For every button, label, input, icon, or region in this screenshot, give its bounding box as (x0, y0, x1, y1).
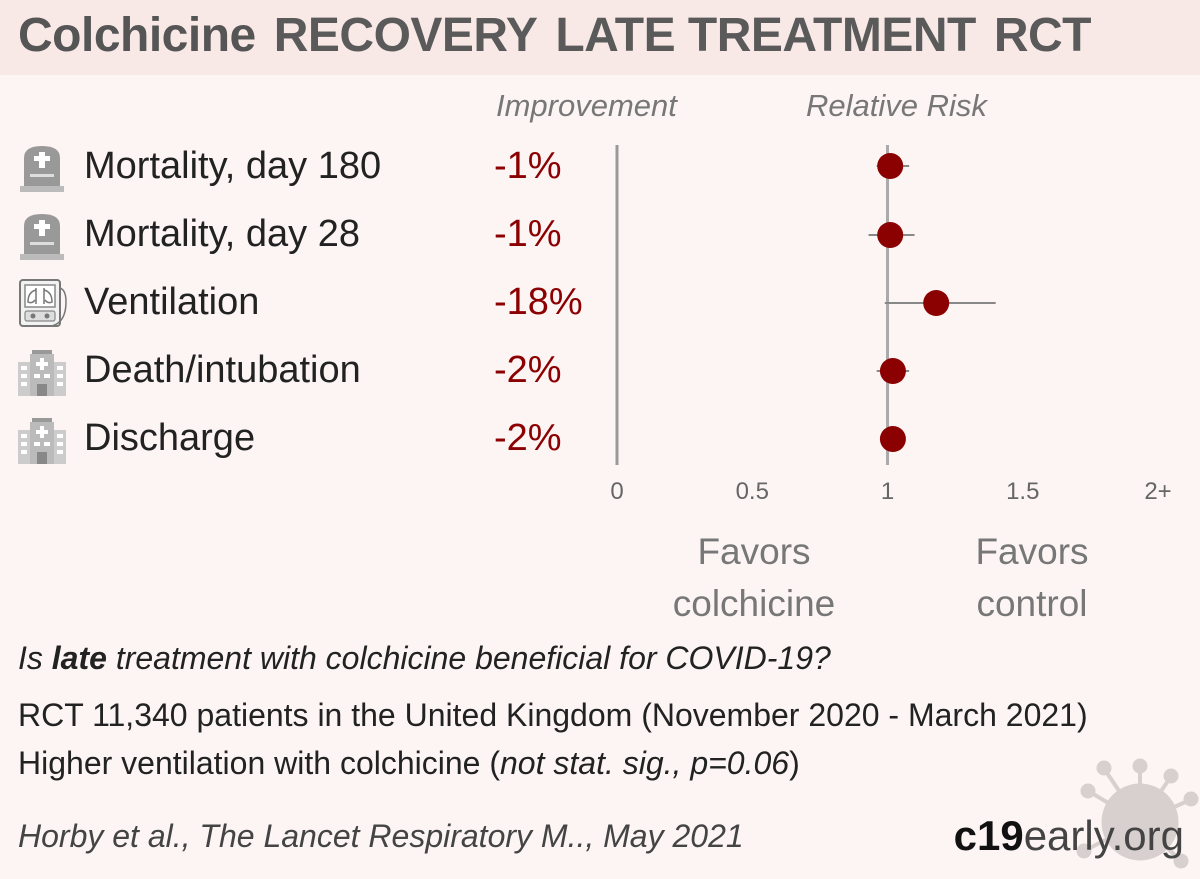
favors-right-line2: control (976, 583, 1088, 624)
line2-post: ) (789, 745, 800, 781)
question-bold: late (51, 640, 107, 676)
favors-left-line2: colchicine (672, 583, 836, 624)
title-design: RCT (993, 9, 1092, 62)
hospital-icon (18, 418, 66, 464)
point-estimate-3 (879, 358, 906, 384)
ventilator-icon (19, 279, 67, 327)
x-tick-label: 1.5 (1006, 478, 1040, 505)
outcome-improvement: -18% (494, 281, 583, 323)
summary-question: Is late treatment with colchicine benefi… (18, 640, 831, 677)
question-pre: Is (18, 640, 52, 676)
brand-bold: c19 (953, 812, 1024, 859)
outcome-label: Ventilation (84, 281, 260, 323)
outcome-improvement: -1% (494, 145, 562, 187)
favors-control-label: Favors control (975, 526, 1088, 630)
x-tick-label: 2+ (1144, 478, 1172, 505)
summary-line1: RCT 11,340 patients in the United Kingdo… (18, 697, 1088, 733)
x-tick-label: 1 (880, 478, 895, 505)
citation: Horby et al., The Lancet Respiratory M..… (18, 818, 744, 854)
tombstone-icon (20, 146, 64, 192)
favors-left-line1: Favors (697, 531, 811, 572)
point-estimate-1 (877, 222, 904, 248)
outcome-label: Mortality, day 180 (84, 145, 382, 187)
favors-right-line1: Favors (975, 531, 1089, 572)
favors-colchicine-label: Favors colchicine (673, 526, 835, 630)
outcome-improvement: -1% (494, 213, 562, 255)
point-estimate-4 (879, 426, 906, 452)
tombstone-icon (20, 214, 64, 260)
title-stage: LATE TREATMENT (555, 9, 976, 62)
title-trial: RECOVERY (273, 9, 538, 62)
brand-rest: early.org (1023, 812, 1184, 859)
summary-line2: Higher ventilation with colchicine (not … (18, 745, 800, 782)
line2-pre: Higher ventilation with colchicine ( (18, 745, 500, 781)
hospital-icon (18, 350, 66, 396)
page-title: Colchicine RECOVERY LATE TREATMENT RCT (18, 8, 1109, 63)
point-estimate-0 (877, 153, 904, 179)
line2-italic: not stat. sig., p=0.06 (500, 745, 790, 781)
title-bar (0, 0, 1200, 75)
relative-risk-column-header: Relative Risk (806, 88, 987, 123)
outcome-label: Mortality, day 28 (84, 213, 360, 255)
point-estimate-2 (923, 290, 950, 316)
outcome-label: Death/intubation (84, 349, 361, 391)
virus-icon (1076, 758, 1199, 869)
x-tick-label: 0 (610, 478, 624, 505)
improvement-column-header: Improvement (496, 88, 677, 123)
outcome-improvement: -2% (494, 417, 562, 459)
outcome-label: Discharge (84, 417, 256, 459)
title-drug: Colchicine (18, 9, 256, 62)
question-post: treatment with colchicine beneficial for… (106, 640, 831, 676)
outcome-improvement: -2% (494, 349, 562, 391)
brand-logo[interactable]: c19early.org (954, 812, 1184, 860)
x-tick-label: 0.5 (735, 478, 769, 505)
